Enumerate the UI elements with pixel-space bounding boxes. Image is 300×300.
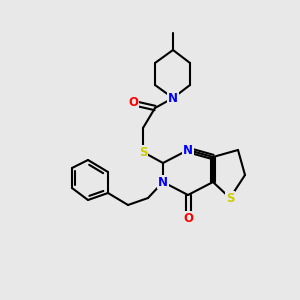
Text: O: O: [128, 97, 138, 110]
Text: N: N: [168, 92, 178, 104]
Text: N: N: [158, 176, 168, 188]
Text: S: S: [139, 146, 147, 158]
Text: O: O: [183, 212, 193, 224]
Text: S: S: [226, 191, 234, 205]
Text: N: N: [183, 143, 193, 157]
